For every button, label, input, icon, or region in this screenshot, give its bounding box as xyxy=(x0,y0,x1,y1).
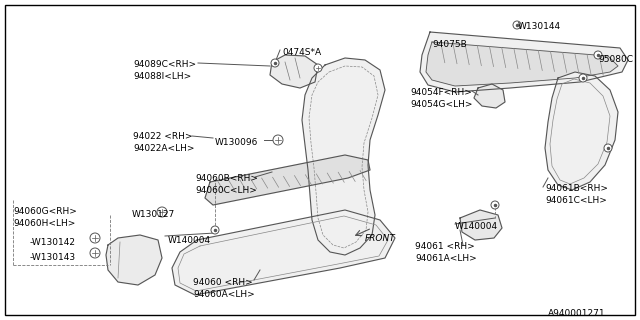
Polygon shape xyxy=(460,210,502,240)
Polygon shape xyxy=(270,55,318,88)
Text: 94060C<LH>: 94060C<LH> xyxy=(195,186,257,195)
Circle shape xyxy=(491,201,499,209)
Text: 95080C: 95080C xyxy=(598,55,633,64)
Circle shape xyxy=(314,64,322,72)
Text: W140004: W140004 xyxy=(168,236,211,245)
Text: 94060B<RH>: 94060B<RH> xyxy=(195,174,258,183)
Polygon shape xyxy=(172,210,395,295)
Text: W130144: W130144 xyxy=(518,22,561,31)
Polygon shape xyxy=(205,155,370,205)
Text: 94061C<LH>: 94061C<LH> xyxy=(545,196,607,205)
Text: A940001271: A940001271 xyxy=(548,309,605,318)
Text: 94022 <RH>: 94022 <RH> xyxy=(133,132,193,141)
Polygon shape xyxy=(474,84,505,108)
Text: FRONT: FRONT xyxy=(365,234,396,243)
Text: 94054F<RH>: 94054F<RH> xyxy=(410,88,472,97)
Polygon shape xyxy=(420,32,628,92)
Polygon shape xyxy=(106,235,162,285)
Circle shape xyxy=(579,74,587,82)
Text: 94054G<LH>: 94054G<LH> xyxy=(410,100,472,109)
Text: 94060A<LH>: 94060A<LH> xyxy=(193,290,255,299)
Text: -W130143: -W130143 xyxy=(30,253,76,262)
Polygon shape xyxy=(302,58,385,255)
Polygon shape xyxy=(426,42,618,86)
Circle shape xyxy=(273,135,283,145)
Text: 94089C<RH>: 94089C<RH> xyxy=(133,60,196,69)
Text: 94075B: 94075B xyxy=(432,40,467,49)
Circle shape xyxy=(157,207,167,217)
Circle shape xyxy=(90,248,100,258)
Polygon shape xyxy=(545,72,618,190)
Circle shape xyxy=(604,144,612,152)
Text: 94061A<LH>: 94061A<LH> xyxy=(415,254,477,263)
Text: 94022A<LH>: 94022A<LH> xyxy=(133,144,195,153)
Circle shape xyxy=(271,59,279,67)
Text: 94088I<LH>: 94088I<LH> xyxy=(133,72,191,81)
Circle shape xyxy=(90,233,100,243)
Text: 94060 <RH>: 94060 <RH> xyxy=(193,278,253,287)
Text: W130096: W130096 xyxy=(215,138,259,147)
Text: -W130142: -W130142 xyxy=(30,238,76,247)
Circle shape xyxy=(513,21,521,29)
Text: 94060H<LH>: 94060H<LH> xyxy=(13,219,76,228)
Text: 94061B<RH>: 94061B<RH> xyxy=(545,184,608,193)
Text: 94060G<RH>: 94060G<RH> xyxy=(13,207,77,216)
Text: W130127: W130127 xyxy=(132,210,175,219)
Text: 0474S*A: 0474S*A xyxy=(282,48,321,57)
Text: 94061 <RH>: 94061 <RH> xyxy=(415,242,475,251)
Circle shape xyxy=(211,226,219,234)
Circle shape xyxy=(594,51,602,59)
Text: W140004: W140004 xyxy=(455,222,498,231)
